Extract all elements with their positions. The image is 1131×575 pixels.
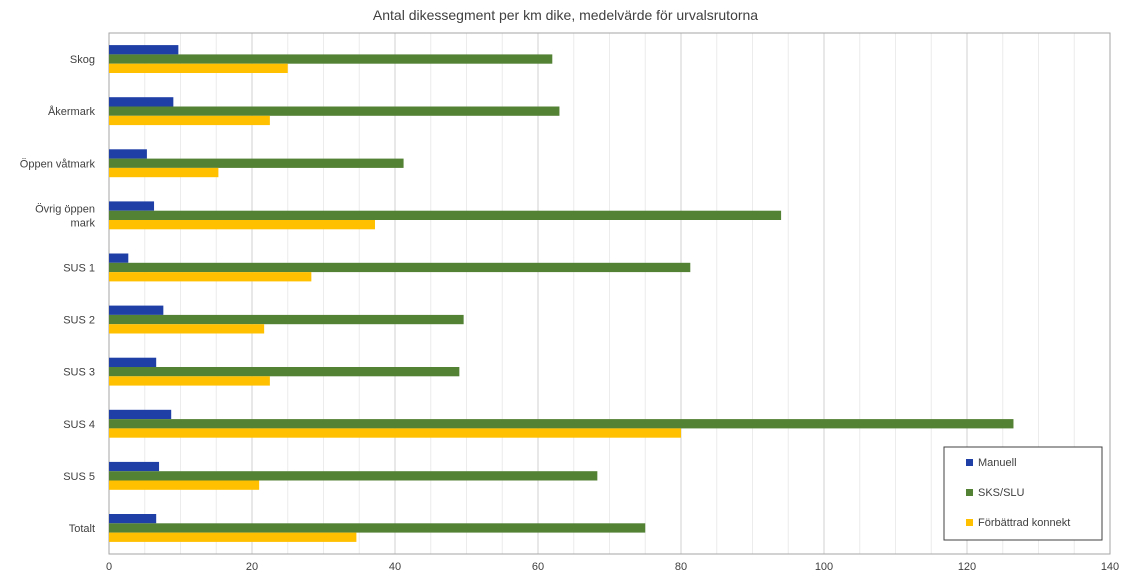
category-label: Totalt	[69, 523, 95, 535]
x-tick-label: 140	[1101, 561, 1119, 573]
bar-f-rb-ttrad-konnekt-0	[109, 63, 288, 73]
x-tick-label: 0	[106, 561, 112, 573]
x-tick-label: 60	[532, 561, 544, 573]
bar-manuell-1	[109, 97, 174, 107]
bar-sks-slu-7	[109, 419, 1014, 429]
bar-manuell-8	[109, 461, 160, 472]
grid-lines	[108, 32, 1111, 555]
bar-manuell-4	[109, 253, 129, 263]
x-tick-label: 100	[815, 561, 833, 573]
bar-sks-slu-4	[109, 262, 691, 273]
category-label: SUS 2	[63, 315, 95, 327]
bar-sks-slu-8	[109, 471, 598, 481]
bar-manuell-2	[109, 149, 147, 159]
bars	[109, 45, 1014, 542]
category-label: Öppen våtmark	[20, 158, 96, 170]
chart-title: Antal dikessegment per km dike, medelvär…	[372, 7, 759, 23]
category-label: SUS 4	[63, 419, 95, 431]
x-axis-ticks: 0 20 40 60 80 100 120 140	[106, 561, 1119, 573]
bar-f-rb-ttrad-konnekt-3	[109, 220, 375, 230]
bar-manuell-0	[109, 45, 179, 55]
category-label: SUS 1	[63, 262, 95, 274]
bar-manuell-7	[109, 409, 172, 420]
bar-sks-slu-9	[109, 523, 646, 533]
bar-f-rb-ttrad-konnekt-8	[109, 480, 260, 490]
legend-swatch	[966, 519, 973, 526]
bar-manuell-5	[109, 305, 164, 315]
legend-swatch	[966, 459, 973, 466]
legend-swatch	[966, 489, 973, 496]
category-label: Övrig öppen	[35, 203, 95, 215]
category-labels: Skog Åkermark Öppen våtmark Övrig öppen mark…	[20, 54, 96, 535]
bar-sks-slu-1	[109, 106, 560, 116]
legend-label: Manuell	[978, 457, 1017, 469]
bar-sks-slu-3	[109, 210, 782, 220]
legend: Manuell SKS/SLU Förbättrad konnekt	[943, 446, 1103, 541]
bar-sks-slu-2	[109, 158, 404, 168]
bar-sks-slu-5	[109, 314, 464, 325]
category-label: mark	[71, 217, 96, 229]
bar-manuell-9	[109, 514, 157, 524]
bar-f-rb-ttrad-konnekt-5	[109, 324, 265, 334]
bar-f-rb-ttrad-konnekt-9	[109, 532, 357, 542]
category-label: SUS 5	[63, 471, 95, 483]
bar-sks-slu-6	[109, 367, 460, 377]
x-tick-label: 20	[246, 561, 258, 573]
category-label: Skog	[70, 54, 95, 66]
bar-manuell-3	[109, 201, 155, 211]
bar-manuell-6	[109, 357, 157, 367]
bar-f-rb-ttrad-konnekt-4	[109, 272, 312, 282]
bar-f-rb-ttrad-konnekt-6	[109, 376, 270, 386]
x-tick-label: 80	[675, 561, 687, 573]
plot-area-border	[108, 32, 1111, 555]
category-label: SUS 3	[63, 367, 95, 379]
legend-label: Förbättrad konnekt	[978, 517, 1070, 529]
x-tick-label: 120	[958, 561, 976, 573]
bar-sks-slu-0	[109, 54, 553, 64]
category-label: Åkermark	[48, 105, 96, 118]
bar-f-rb-ttrad-konnekt-2	[109, 167, 219, 178]
legend-label: SKS/SLU	[978, 487, 1025, 499]
x-tick-label: 40	[389, 561, 401, 573]
bar-f-rb-ttrad-konnekt-1	[109, 115, 270, 126]
bar-f-rb-ttrad-konnekt-7	[109, 428, 681, 438]
